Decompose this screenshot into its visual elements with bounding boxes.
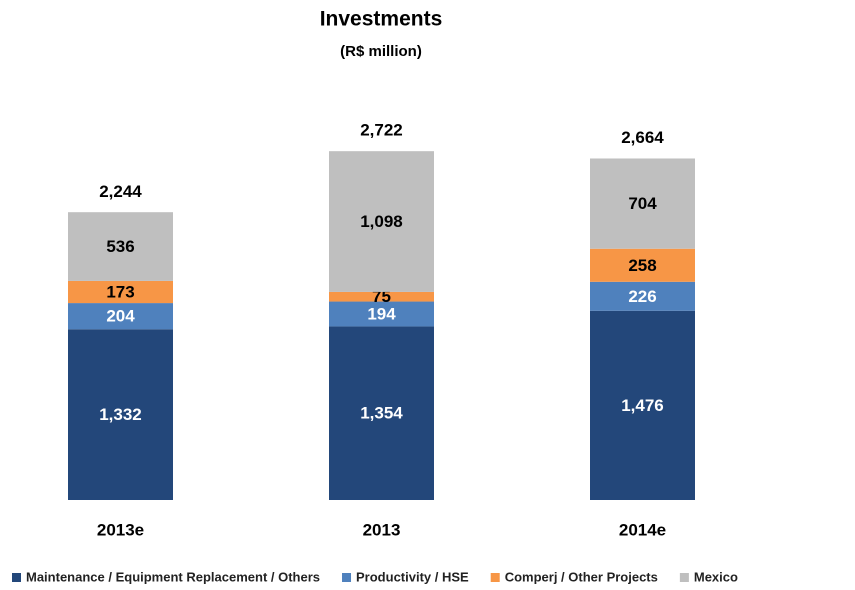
data-label: 226 [628,287,656,306]
bar-segment [590,310,695,500]
total-label: 2,722 [360,121,403,140]
bar-segment [590,158,695,249]
bar-segment [329,291,434,302]
legend-label: Productivity / HSE [356,569,469,584]
chart-subtitle: (R$ million) [340,43,422,60]
legend-swatch [679,573,689,582]
data-label: 204 [106,307,135,326]
data-label: 1,098 [360,212,403,231]
legend-label: Mexico [694,569,738,584]
data-label: 1,476 [621,396,664,415]
legend-swatch [12,573,21,582]
data-label: 536 [106,237,134,256]
legend-swatch [490,573,500,582]
data-label: 704 [628,194,657,213]
data-label: 194 [367,304,396,323]
bar-segment [329,151,434,292]
total-label: 2,664 [621,128,664,147]
data-label: 1,354 [360,404,403,423]
bar-segment [329,301,434,327]
legend-label: Maintenance / Equipment Replacement / Ot… [26,569,320,584]
legend-label: Comperj / Other Projects [505,569,658,584]
x-tick-label: 2013e [97,520,144,539]
data-label: 258 [628,256,656,275]
x-tick-label: 2013 [363,520,401,539]
data-label: 173 [106,282,134,301]
data-label: 1,332 [99,405,142,424]
x-tick-label: 2014e [619,520,666,539]
chart-title: Investments [320,8,443,31]
data-label: 75 [372,287,391,306]
bar-segment [590,281,695,311]
bar-segment [590,248,695,282]
bar-segment [329,326,434,500]
bar-segment [68,212,173,281]
bar-segment [68,280,173,304]
bar-segment [68,329,173,500]
total-label: 2,244 [99,182,142,201]
legend-swatch [342,573,352,582]
bar-segment [68,303,173,330]
